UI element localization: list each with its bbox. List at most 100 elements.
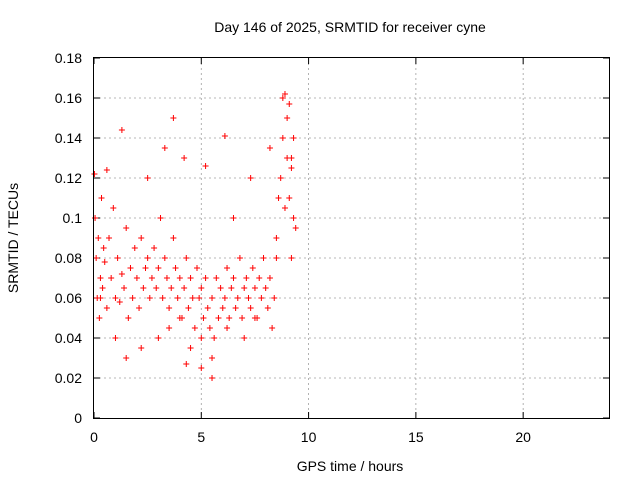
chart-title: Day 146 of 2025, SRMTID for receiver cyn… xyxy=(214,19,486,35)
data-point xyxy=(121,285,128,291)
data-point xyxy=(191,325,198,331)
data-point xyxy=(251,285,258,291)
x-axis-label: GPS time / hours xyxy=(297,458,404,474)
data-point xyxy=(166,325,173,331)
data-point xyxy=(181,285,188,291)
data-point xyxy=(166,305,173,311)
data-point xyxy=(151,245,158,251)
data-point xyxy=(155,335,162,341)
data-point xyxy=(110,205,117,211)
data-point xyxy=(239,315,246,321)
data-point xyxy=(112,335,119,341)
data-point xyxy=(249,265,256,271)
data-point xyxy=(138,235,145,241)
plot-frame xyxy=(93,57,610,419)
data-point xyxy=(187,345,194,351)
data-point xyxy=(155,265,162,271)
y-tick-label: 0.16 xyxy=(55,90,82,106)
data-point xyxy=(100,245,107,251)
data-point xyxy=(198,335,205,341)
data-point xyxy=(161,255,168,261)
data-point xyxy=(91,171,98,177)
data-point xyxy=(123,225,130,231)
data-point xyxy=(189,295,196,301)
data-point xyxy=(219,305,226,311)
data-point xyxy=(92,215,99,221)
data-point xyxy=(163,275,170,281)
data-point xyxy=(277,175,284,181)
data-point xyxy=(290,135,297,141)
y-tick-label: 0.02 xyxy=(55,370,82,386)
data-point xyxy=(123,355,130,361)
data-point xyxy=(273,235,280,241)
data-point xyxy=(292,225,299,231)
data-point xyxy=(176,315,183,321)
data-point xyxy=(221,133,228,139)
data-point xyxy=(284,115,291,121)
data-point xyxy=(273,255,280,261)
data-point xyxy=(93,255,100,261)
data-point xyxy=(217,285,224,291)
data-point xyxy=(138,345,145,351)
data-point xyxy=(281,205,288,211)
data-point xyxy=(114,255,121,261)
x-tick-label: 20 xyxy=(515,429,531,445)
data-point xyxy=(183,255,190,261)
data-point xyxy=(103,305,110,311)
data-point xyxy=(247,305,254,311)
data-point xyxy=(209,295,216,301)
data-point xyxy=(228,285,235,291)
data-point xyxy=(159,295,166,301)
data-point xyxy=(140,285,147,291)
data-point xyxy=(251,315,258,321)
data-point xyxy=(241,335,248,341)
data-point xyxy=(260,255,267,261)
data-point xyxy=(101,259,108,265)
data-point xyxy=(200,315,207,321)
data-point xyxy=(183,361,190,367)
data-point xyxy=(241,285,248,291)
data-point xyxy=(209,355,216,361)
data-point xyxy=(266,275,273,281)
data-point xyxy=(281,91,288,97)
data-point xyxy=(144,255,151,261)
data-point xyxy=(194,265,200,271)
data-point xyxy=(198,365,205,371)
data-point xyxy=(118,127,125,133)
data-point xyxy=(226,315,233,321)
data-point xyxy=(98,195,105,201)
data-point xyxy=(224,325,231,331)
data-point xyxy=(224,265,231,271)
data-point xyxy=(279,95,286,101)
data-point xyxy=(243,275,250,281)
data-point xyxy=(288,155,295,161)
data-point xyxy=(129,295,136,301)
data-point xyxy=(202,163,209,169)
data-point xyxy=(142,265,149,271)
data-point xyxy=(103,167,110,173)
data-point xyxy=(118,271,125,277)
data-point xyxy=(176,275,183,281)
data-point xyxy=(209,375,216,381)
data-point xyxy=(236,255,243,261)
data-point xyxy=(170,115,177,121)
data-point xyxy=(215,315,222,321)
data-point xyxy=(245,295,252,301)
data-point xyxy=(136,305,143,311)
x-tick-label: 10 xyxy=(301,429,317,445)
data-point xyxy=(221,295,228,301)
data-point xyxy=(258,295,265,301)
data-point xyxy=(144,175,151,181)
data-point xyxy=(125,315,132,321)
data-point xyxy=(131,245,138,251)
data-point xyxy=(288,255,295,261)
data-point xyxy=(279,135,286,141)
data-point xyxy=(275,195,282,201)
data-point xyxy=(174,295,181,301)
data-point xyxy=(127,265,134,271)
y-ticks: 0 0.02 0.04 0.06 0.08 0.1 0.12 0.14 0.16 0.18 xyxy=(55,50,609,426)
data-point xyxy=(232,305,239,311)
data-point xyxy=(198,285,205,291)
data-point xyxy=(271,295,278,301)
data-point xyxy=(153,285,160,291)
